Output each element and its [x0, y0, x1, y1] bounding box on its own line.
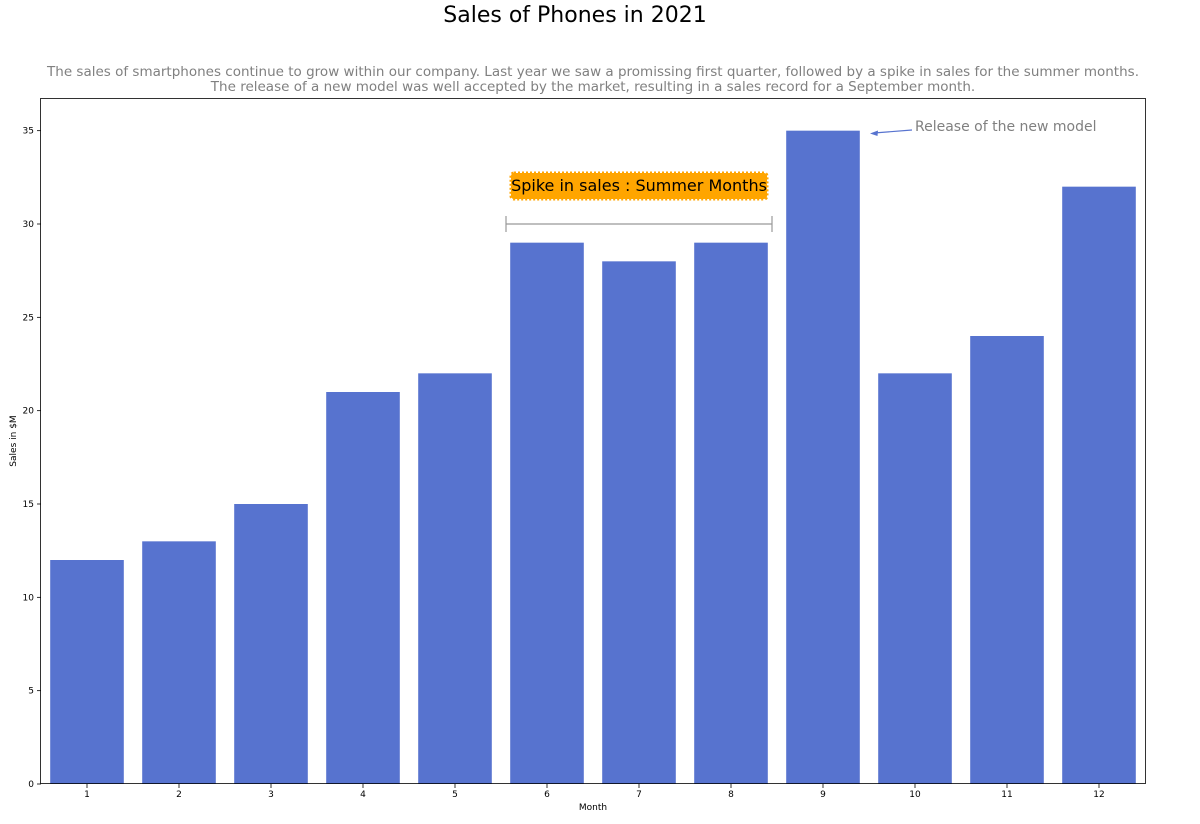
x-tick-label: 5	[452, 790, 458, 800]
bar-month-5	[418, 373, 492, 784]
bar-month-8	[694, 242, 768, 784]
bars-group	[50, 130, 1136, 784]
y-tick-label: 30	[23, 220, 35, 230]
x-tick-label: 4	[360, 790, 366, 800]
release-arrow-line	[873, 129, 913, 134]
y-axis: 0 5 10 15 20 25 30 35	[23, 127, 41, 790]
bar-month-4	[326, 392, 400, 784]
bar-month-9	[786, 130, 860, 784]
spike-label-box	[509, 171, 769, 201]
x-axis-label: Month	[579, 803, 607, 813]
subtitle-line-2: The release of a new model was well acce…	[210, 79, 976, 95]
spike-bracket	[505, 216, 773, 232]
bar-month-6	[510, 242, 584, 784]
x-tick-label: 12	[1093, 790, 1104, 800]
x-tick-label: 3	[268, 790, 274, 800]
plot-frame	[40, 98, 1146, 784]
spike-annotation: Spike in sales : Summer Months	[505, 171, 773, 232]
release-arrow-head-icon	[870, 130, 878, 136]
y-tick-label: 25	[23, 313, 34, 323]
x-axis: 1 2 3 4 5 6 7 8 9 10 11 12	[84, 784, 1105, 800]
y-tick-label: 0	[28, 780, 34, 790]
bar-month-1	[50, 560, 124, 784]
y-axis-label: Sales in $M	[9, 415, 19, 466]
subtitle-line-1: The sales of smartphones continue to gro…	[47, 64, 1139, 80]
y-tick-label: 35	[23, 127, 34, 137]
y-tick-label: 10	[23, 593, 35, 603]
x-tick-label: 9	[820, 790, 826, 800]
y-tick-label: 15	[23, 500, 34, 510]
release-label: Release of the new model	[915, 119, 1097, 135]
bar-month-7	[602, 261, 676, 784]
chart-subtitle: The sales of smartphones continue to gro…	[40, 65, 1146, 95]
y-tick-label: 20	[23, 407, 35, 417]
x-tick-label: 8	[728, 790, 734, 800]
chart-title: Sales of Phones in 2021	[443, 3, 707, 28]
spike-label: Spike in sales : Summer Months	[511, 176, 767, 195]
bar-month-12	[1062, 186, 1136, 784]
x-tick-label: 7	[636, 790, 642, 800]
release-annotation: Release of the new model	[870, 119, 1097, 136]
bar-month-11	[970, 336, 1044, 784]
bar-month-3	[234, 504, 308, 784]
x-tick-label: 6	[544, 790, 550, 800]
y-tick-label: 5	[28, 687, 34, 697]
bar-month-2	[142, 541, 216, 784]
x-tick-label: 1	[84, 790, 90, 800]
x-tick-label: 11	[1001, 790, 1012, 800]
x-tick-label: 10	[909, 790, 921, 800]
bar-month-10	[878, 373, 952, 784]
x-tick-label: 2	[176, 790, 182, 800]
